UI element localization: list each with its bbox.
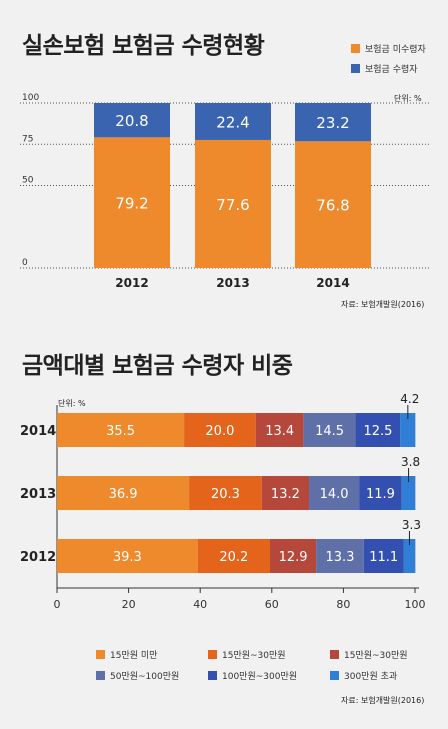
data-label: 13.3 bbox=[326, 550, 355, 565]
y-tick-label: 75 bbox=[22, 134, 33, 144]
bar-segment bbox=[363, 539, 404, 573]
chart2-title: 금액대별 보험금 수령자 비중 bbox=[22, 353, 293, 379]
bar-segment bbox=[359, 476, 402, 510]
chart1-legend: 보험금 미수령자 보험금 수령자 bbox=[351, 42, 426, 82]
x-tick-label: 2013 bbox=[216, 276, 249, 290]
legend-swatch bbox=[351, 64, 360, 73]
data-label: 20.8 bbox=[115, 112, 148, 130]
x-tick-label: 20 bbox=[122, 598, 136, 611]
bar-segment bbox=[303, 413, 356, 447]
legend-item: 15만원~30만원 bbox=[208, 648, 286, 661]
legend-label: 50만원~100만원 bbox=[110, 672, 180, 682]
x-tick-label: 60 bbox=[265, 598, 279, 611]
legend-label: 15만원~30만원 bbox=[344, 651, 408, 661]
data-label: 20.0 bbox=[205, 424, 234, 439]
data-label: 12.5 bbox=[363, 424, 392, 439]
x-tick-label: 40 bbox=[193, 598, 207, 611]
bar-segment bbox=[57, 476, 190, 510]
x-tick-label: 100 bbox=[405, 598, 426, 611]
data-label: 22.4 bbox=[216, 113, 249, 131]
legend-swatch bbox=[96, 650, 105, 659]
data-label: 35.5 bbox=[106, 424, 135, 439]
legend-label: 보험금 미수령자 bbox=[365, 45, 426, 55]
y-tick-label: 2012 bbox=[20, 550, 56, 565]
data-label: 3.3 bbox=[402, 518, 421, 532]
bar-segment bbox=[197, 539, 271, 573]
data-label: 77.6 bbox=[216, 196, 249, 214]
bar-segment bbox=[309, 476, 360, 510]
data-label: 4.2 bbox=[400, 392, 419, 406]
legend-swatch bbox=[330, 650, 339, 659]
data-label: 13.4 bbox=[265, 424, 294, 439]
chart1-unit: 단위: % bbox=[394, 94, 422, 103]
y-tick-label: 0 bbox=[22, 258, 28, 268]
data-label: 12.9 bbox=[279, 550, 308, 565]
legend-swatch bbox=[208, 650, 217, 659]
legend-item: 15만원 미만 bbox=[96, 648, 157, 661]
legend-swatch bbox=[330, 671, 339, 680]
y-tick-label: 50 bbox=[22, 176, 34, 186]
data-label: 14.0 bbox=[320, 487, 349, 502]
legend-item: 100만원~300만원 bbox=[208, 669, 297, 682]
data-label: 76.8 bbox=[316, 197, 349, 215]
bar-segment bbox=[295, 103, 371, 142]
x-tick-label: 2014 bbox=[316, 276, 349, 290]
data-label: 20.2 bbox=[219, 550, 248, 565]
legend-swatch bbox=[96, 671, 105, 680]
bar-segment bbox=[57, 413, 185, 447]
x-tick-label: 0 bbox=[54, 598, 61, 611]
legend-swatch bbox=[351, 44, 360, 53]
bar-segment bbox=[184, 413, 256, 447]
legend-label: 15만원 미만 bbox=[110, 651, 158, 661]
legend-item: 15만원~30만원 bbox=[330, 648, 408, 661]
bar-segment bbox=[189, 476, 262, 510]
x-tick-label: 2012 bbox=[115, 276, 148, 290]
chart1-plot: 0 50 75 100 79.2 20.8 2012 77.6 22.4 2013 76.8 23.2… bbox=[20, 93, 430, 290]
bar-segment bbox=[401, 476, 416, 510]
bar-segment bbox=[261, 476, 310, 510]
bar-segment bbox=[94, 103, 170, 138]
chart2-unit: 단위: % bbox=[58, 399, 86, 408]
legend-label: 보험금 수령자 bbox=[365, 65, 418, 75]
legend-item: 50만원~100만원 bbox=[96, 669, 179, 682]
data-label: 20.3 bbox=[211, 487, 240, 502]
y-tick-label: 2013 bbox=[20, 487, 56, 502]
legend-label: 300만원 초과 bbox=[344, 672, 398, 682]
legend-item-received: 보험금 수령자 bbox=[351, 62, 426, 75]
legend-label: 15만원~30만원 bbox=[222, 651, 286, 661]
data-label: 3.8 bbox=[401, 455, 420, 469]
chart1-source: 자료: 보험개발원(2016) bbox=[341, 300, 425, 309]
data-label: 14.5 bbox=[315, 424, 344, 439]
data-label: 39.3 bbox=[113, 550, 142, 565]
bar-segment bbox=[403, 539, 416, 573]
y-tick-label: 2014 bbox=[20, 424, 56, 439]
bar-segment bbox=[355, 413, 401, 447]
legend-item: 300만원 초과 bbox=[330, 669, 397, 682]
bar-segment bbox=[57, 539, 198, 573]
bar-segment bbox=[400, 413, 416, 447]
data-label: 11.9 bbox=[366, 487, 395, 502]
chart2-source: 자료: 보험개발원(2016) bbox=[341, 696, 425, 705]
bar-segment bbox=[94, 137, 170, 268]
data-label: 13.2 bbox=[271, 487, 300, 502]
y-tick-label: 100 bbox=[22, 93, 39, 103]
bar-segment bbox=[255, 413, 304, 447]
bar-segment bbox=[195, 103, 271, 140]
data-label: 11.1 bbox=[369, 550, 398, 565]
x-tick-label: 80 bbox=[336, 598, 350, 611]
legend-item-unreceived: 보험금 미수령자 bbox=[351, 42, 426, 55]
bar-segment bbox=[270, 539, 317, 573]
bar-segment bbox=[295, 141, 371, 268]
chart2-plot: 0 20 40 60 80 100 2014 35.5 20.0 13.4 14.5 12.5 4.2 2… bbox=[20, 392, 426, 611]
data-label: 36.9 bbox=[109, 487, 138, 502]
chart1-title: 실손보험 보험금 수령현황 bbox=[22, 33, 265, 59]
bar-segment bbox=[316, 539, 364, 573]
bar-segment bbox=[195, 139, 271, 268]
data-label: 79.2 bbox=[115, 195, 148, 213]
legend-label: 100만원~300만원 bbox=[222, 672, 298, 682]
legend-swatch bbox=[208, 671, 217, 680]
data-label: 23.2 bbox=[316, 114, 349, 132]
